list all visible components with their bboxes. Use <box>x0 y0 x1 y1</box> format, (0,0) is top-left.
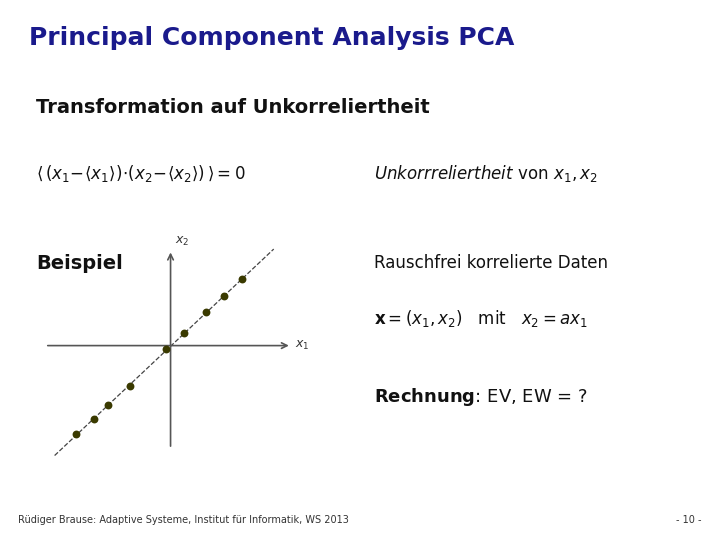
Text: Rüdiger Brause: Adaptive Systeme, Institut für Informatik, WS 2013: Rüdiger Brause: Adaptive Systeme, Instit… <box>18 515 349 525</box>
Point <box>161 345 172 354</box>
Text: - 10 -: - 10 - <box>677 515 702 525</box>
Text: $\mathit{Unkorrreliertheit}\ \mathrm{von}\ x_1, x_2$: $\mathit{Unkorrreliertheit}\ \mathrm{von… <box>374 164 598 184</box>
Text: $\mathbf{x} = (x_1, x_2)$   mit   $x_2 = ax_1$: $\mathbf{x} = (x_1, x_2)$ mit $x_2 = ax_… <box>374 308 588 329</box>
Point <box>219 292 230 300</box>
Text: $\langle\,(x_1\!-\!\langle x_1\rangle)\!\cdot\!(x_2\!-\!\langle x_2\rangle)\,\ra: $\langle\,(x_1\!-\!\langle x_1\rangle)\!… <box>36 164 246 184</box>
Text: Principal Component Analysis PCA: Principal Component Analysis PCA <box>29 25 514 50</box>
Text: $x_1$: $x_1$ <box>295 339 310 352</box>
Point <box>71 430 82 438</box>
Point <box>237 275 248 284</box>
Text: Rauschfrei korrelierte Daten: Rauschfrei korrelierte Daten <box>374 254 608 272</box>
Text: $x_2$: $x_2$ <box>175 235 189 248</box>
Point <box>125 382 136 390</box>
Text: Transformation auf Unkorreliertheit: Transformation auf Unkorreliertheit <box>36 98 430 117</box>
Point <box>102 400 114 409</box>
Point <box>201 308 212 316</box>
Point <box>89 415 100 424</box>
Point <box>179 328 190 337</box>
Text: $\mathbf{Rechnung}$: EV, EW = ?: $\mathbf{Rechnung}$: EV, EW = ? <box>374 386 588 408</box>
Text: Beispiel: Beispiel <box>36 254 122 273</box>
